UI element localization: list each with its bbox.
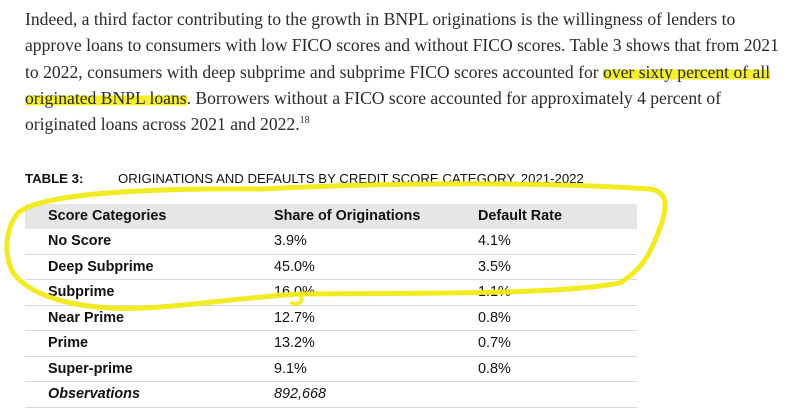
body-paragraph: Indeed, a third factor contributing to t…	[25, 6, 795, 137]
row-share: 13.2%	[274, 335, 315, 351]
row-share: 45.0%	[274, 258, 315, 275]
table-row: Near Prime 12.7% 0.8%	[25, 305, 637, 331]
table-title: ORIGINATIONS AND DEFAULTS BY CREDIT SCOR…	[118, 171, 584, 186]
table-header-row: Score Categories Share of Originations D…	[25, 204, 637, 229]
observations-value: 892,668	[274, 386, 327, 402]
column-header-score-categories: Score Categories	[48, 208, 167, 225]
column-header-share-of-originations: Share of Originations	[274, 208, 421, 225]
paragraph-text-2: . Borrowers without a FICO score account…	[25, 87, 722, 135]
paragraph-text-1: Indeed, a third factor contributing to t…	[25, 9, 779, 82]
row-category: Prime	[48, 335, 88, 351]
row-share: 9.1%	[274, 360, 307, 377]
row-category: Super-prime	[48, 360, 133, 377]
row-category: Near Prime	[48, 309, 124, 326]
table-row: No Score 3.9% 4.1%	[25, 229, 637, 254]
table-row: Subprime 16.0% 1.1%	[25, 280, 637, 305]
table-number: TABLE 3:	[25, 171, 84, 186]
column-header-default-rate: Default Rate	[478, 208, 562, 225]
observations-row: Observations 892,668	[25, 382, 637, 408]
footnote-reference[interactable]: 18	[299, 115, 310, 127]
row-share: 12.7%	[274, 309, 315, 326]
row-default-rate: 0.7%	[478, 335, 511, 351]
row-default-rate: 4.1%	[478, 233, 511, 249]
table-caption: TABLE 3: ORIGINATIONS AND DEFAULTS BY CRE…	[25, 171, 584, 186]
observations-label: Observations	[48, 386, 140, 402]
row-category: No Score	[48, 233, 112, 249]
row-default-rate: 0.8%	[478, 309, 511, 326]
row-share: 16.0%	[274, 284, 315, 300]
row-default-rate: 3.5%	[478, 258, 511, 275]
credit-score-table: Score Categories Share of Originations D…	[25, 204, 637, 408]
row-share: 3.9%	[274, 233, 307, 249]
table-row: Deep Subprime 45.0% 3.5%	[25, 254, 637, 280]
row-category: Subprime	[48, 284, 115, 300]
row-default-rate: 0.8%	[478, 360, 511, 377]
row-category: Deep Subprime	[48, 258, 154, 275]
table-row: Prime 13.2% 0.7%	[25, 331, 637, 356]
table-row: Super-prime 9.1% 0.8%	[25, 356, 637, 382]
row-default-rate: 1.1%	[478, 284, 511, 300]
observations-empty-cell	[455, 382, 637, 408]
